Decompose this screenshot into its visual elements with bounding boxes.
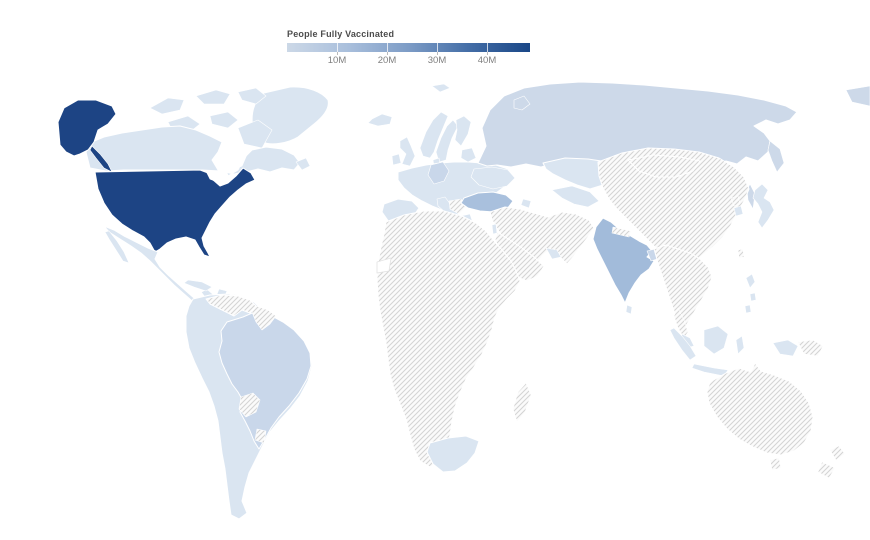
country-taiwan[interactable] — [737, 248, 745, 259]
country-russia-novaya-zemlya[interactable] — [513, 95, 531, 111]
legend: People Fully Vaccinated 10M 20M 30M 40M — [287, 29, 547, 67]
country-indonesia-sulawesi[interactable] — [735, 335, 745, 355]
country-venezuela[interactable] — [205, 294, 257, 317]
country-new-zealand[interactable] — [829, 445, 846, 461]
legend-tick-label: 30M — [427, 55, 447, 66]
region-africa[interactable] — [376, 210, 521, 468]
country-ireland[interactable] — [391, 153, 402, 166]
region-guyanas[interactable] — [251, 305, 277, 331]
country-south-africa[interactable] — [426, 435, 480, 473]
country-canada-island[interactable] — [149, 97, 185, 115]
country-usa[interactable] — [94, 167, 256, 258]
legend-separator — [337, 43, 338, 52]
country-nepal[interactable] — [611, 226, 632, 238]
country-uk[interactable] — [399, 136, 416, 167]
country-sri-lanka[interactable] — [625, 304, 633, 315]
country-indonesia-sumatra[interactable] — [669, 327, 697, 361]
lake-hudson-bay — [219, 141, 249, 171]
legend-tick-mark — [337, 52, 338, 55]
country-azerbaijan[interactable] — [520, 198, 532, 209]
country-paraguay[interactable] — [238, 392, 261, 418]
country-germany[interactable] — [427, 161, 450, 185]
legend-colorbar — [287, 43, 530, 55]
country-canada-island[interactable] — [209, 111, 239, 129]
country-japan[interactable] — [752, 183, 775, 229]
country-iceland[interactable] — [367, 113, 393, 127]
legend-tick-labels: 10M 20M 30M 40M — [287, 55, 530, 67]
country-canada-island[interactable] — [195, 89, 231, 105]
country-usa-alaska-panhandle[interactable] — [89, 145, 113, 173]
country-north-korea[interactable] — [730, 195, 741, 207]
region-southeast-asia[interactable] — [653, 244, 713, 330]
region-svalbard[interactable] — [431, 83, 451, 93]
country-canada-island[interactable] — [237, 119, 273, 149]
country-sweden[interactable] — [435, 119, 459, 163]
country-madagascar[interactable] — [512, 382, 532, 423]
lake-great-lakes — [205, 170, 231, 184]
country-mexico-baja[interactable] — [104, 230, 130, 264]
country-usa-alaska[interactable] — [57, 99, 117, 157]
legend-separator — [487, 43, 488, 52]
country-uae-qatar[interactable] — [545, 247, 562, 260]
legend-tick-mark — [387, 52, 388, 55]
country-australia-tasmania[interactable] — [769, 457, 782, 471]
region-central-asia[interactable] — [551, 185, 600, 208]
country-israel[interactable] — [491, 223, 498, 235]
country-brazil[interactable] — [218, 308, 312, 450]
country-south-korea[interactable] — [733, 205, 744, 217]
country-canada-island[interactable] — [237, 87, 267, 105]
country-ukraine[interactable] — [470, 166, 516, 190]
country-indonesia-borneo[interactable] — [703, 325, 729, 355]
country-russia-kamchatka[interactable] — [767, 140, 785, 173]
country-philippines[interactable] — [744, 304, 752, 314]
region-baltics[interactable] — [460, 147, 477, 163]
country-philippines[interactable] — [749, 292, 757, 302]
legend-title: People Fully Vaccinated — [287, 29, 395, 39]
country-mongolia[interactable] — [627, 154, 701, 178]
country-indonesia-java[interactable] — [691, 363, 729, 377]
legend-tick-mark — [487, 52, 488, 55]
country-indonesia-west-new-guinea[interactable] — [772, 339, 799, 357]
region-western-sahara[interactable] — [376, 257, 392, 274]
legend-tick-label: 40M — [477, 55, 497, 66]
country-finland[interactable] — [454, 115, 472, 147]
legend-tick-label: 20M — [377, 55, 397, 66]
legend-tick-mark — [437, 52, 438, 55]
country-uruguay[interactable] — [254, 428, 267, 444]
country-philippines[interactable] — [745, 273, 756, 289]
country-canada-newfoundland[interactable] — [295, 157, 311, 171]
legend-separator — [387, 43, 388, 52]
country-norway[interactable] — [419, 111, 449, 159]
country-china[interactable] — [597, 147, 750, 266]
country-cuba[interactable] — [183, 279, 213, 292]
country-russia-chukotka[interactable] — [845, 85, 870, 107]
country-papua-new-guinea[interactable] — [797, 339, 824, 357]
country-new-zealand[interactable] — [817, 461, 836, 479]
legend-tick-label: 10M — [327, 55, 347, 66]
legend-separator — [437, 43, 438, 52]
country-australia[interactable] — [706, 362, 814, 456]
